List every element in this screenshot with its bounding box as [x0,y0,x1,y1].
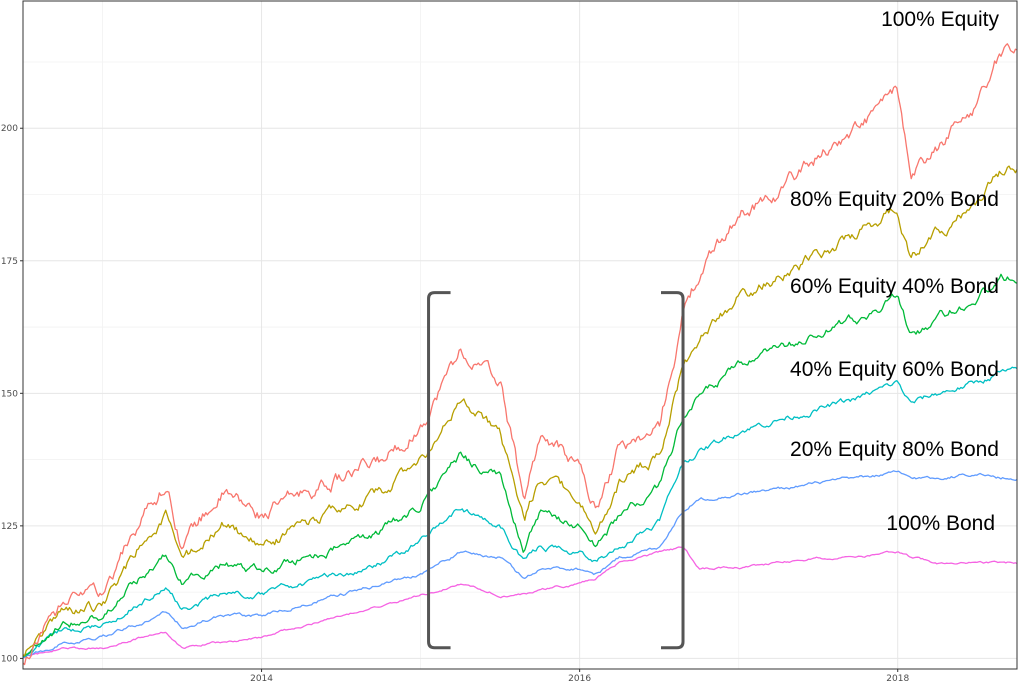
x-tick-label: 2014 [250,674,273,684]
x-tick-label: 2016 [568,674,591,684]
label-100-bond: 100% Bond [886,512,995,535]
bracket-right [661,291,685,650]
series-line-5 [22,546,1018,659]
label-20-equity-80-bond: 20% Equity 80% Bond [790,438,999,461]
label-60-equity-40-bond: 60% Equity 40% Bond [790,275,999,298]
label-100-equity: 100% Equity [881,8,999,31]
series-line-3 [22,366,1018,658]
series-line-4 [22,470,1018,659]
bracket-annotations [427,291,685,650]
grid [23,1,1017,669]
label-40-equity-60-bond: 40% Equity 60% Bond [790,358,999,381]
y-tick-label: 175 [1,257,18,267]
series-line-2 [23,273,1018,657]
series-lines [22,43,1018,666]
y-tick-label: 125 [1,522,18,532]
y-tick-label: 150 [1,389,18,399]
bracket-left [427,291,451,650]
series-line-1 [22,165,1018,657]
series-line-0 [22,43,1018,666]
plot-panel-border [22,0,1018,670]
y-tick-label: 100 [1,654,18,664]
label-80-equity-20-bond: 80% Equity 20% Bond [790,188,999,211]
y-tick-label: 200 [1,124,18,134]
x-tick-label: 2018 [886,674,909,684]
axis-ticks: 100 125 150 175 200 2014 2016 2018 [1,124,910,684]
